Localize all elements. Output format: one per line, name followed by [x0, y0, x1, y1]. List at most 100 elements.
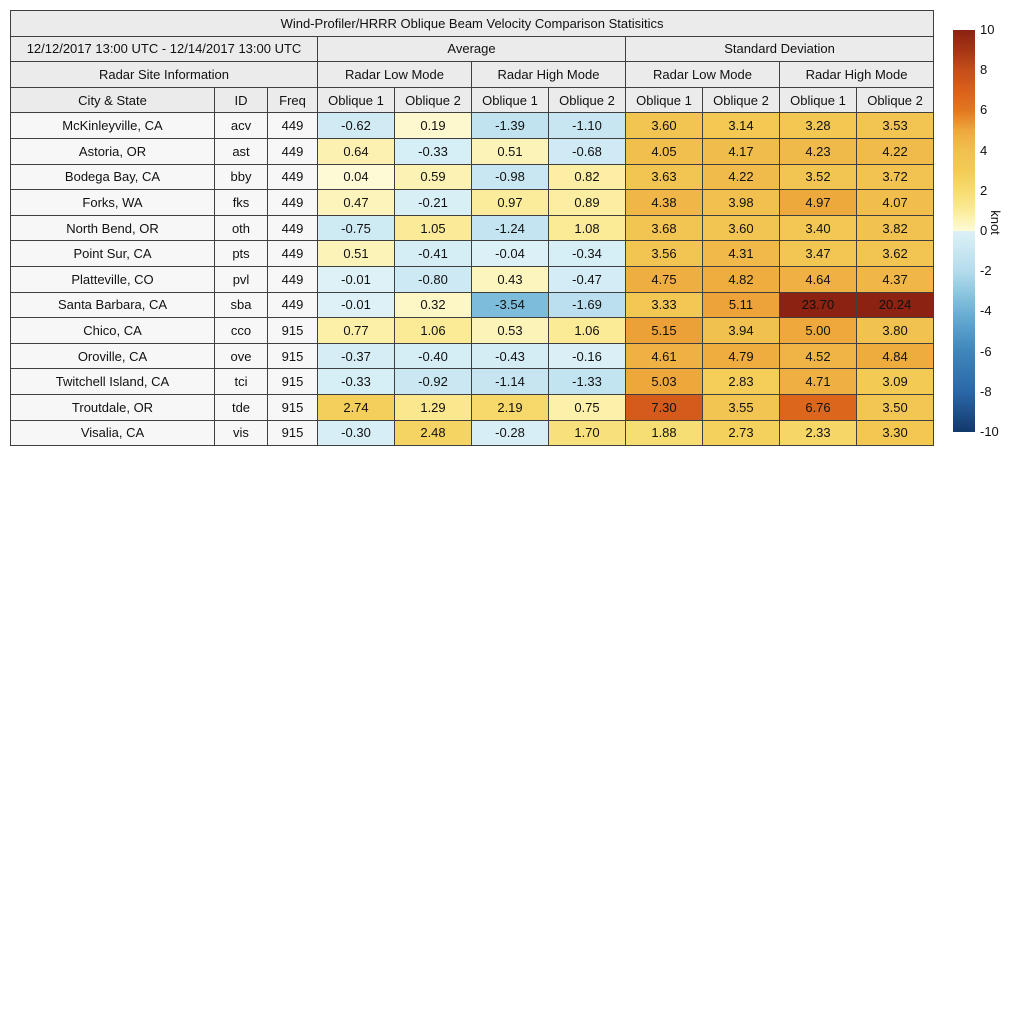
value-cell: 2.19	[471, 393, 549, 421]
table-row: Twitchell Island, CA tci 915 -0.33 -0.92 -1.1…	[10, 368, 935, 395]
freq-cell: 449	[267, 137, 318, 165]
id-cell: tci	[214, 368, 268, 395]
id-cell: vis	[214, 419, 268, 447]
value-cell: 4.22	[702, 163, 780, 191]
colorbar: 10 8 6 4 2 0 -2 -4 -6 -8 -10 knot	[953, 23, 1023, 439]
value-cell: 4.97	[779, 189, 857, 216]
value-cell: 0.59	[394, 163, 472, 191]
value-cell: 2.73	[702, 419, 780, 447]
value-cell: 23.70	[779, 291, 857, 319]
date-range: 12/12/2017 13:00 UTC - 12/14/2017 13:00 …	[10, 35, 318, 63]
value-cell: 4.64	[779, 265, 857, 293]
colorbar-tick-label: 8	[980, 62, 988, 78]
value-cell: 2.83	[702, 368, 780, 395]
value-cell: 6.76	[779, 393, 857, 421]
std-high-mode-header: Radar High Mode	[778, 61, 935, 88]
group-header-row: 12/12/2017 13:00 UTC - 12/14/2017 13:00 …	[10, 35, 935, 63]
table-row: Visalia, CA vis 915 -0.30 2.48 -0.28 1.70 1.88 2…	[10, 419, 935, 447]
value-cell: 1.08	[548, 214, 626, 242]
value-cell: -0.33	[317, 368, 395, 395]
oblique-header: Oblique 2	[855, 86, 935, 114]
value-cell: 1.05	[394, 214, 472, 242]
value-cell: 3.82	[855, 214, 935, 242]
id-cell: fks	[214, 189, 268, 216]
value-cell: -0.34	[548, 240, 626, 267]
value-cell: -0.80	[394, 265, 472, 293]
value-cell: 3.28	[779, 112, 857, 139]
value-cell: 3.68	[625, 214, 703, 242]
value-cell: 4.23	[779, 137, 857, 165]
id-cell: oth	[214, 214, 268, 242]
oblique-header: Oblique 2	[394, 86, 472, 114]
value-cell: 3.55	[702, 393, 780, 421]
oblique-header: Oblique 1	[625, 86, 703, 114]
value-cell: -0.40	[394, 342, 472, 370]
value-cell: 3.62	[855, 240, 935, 267]
value-cell: -3.54	[471, 291, 549, 319]
colorbar-tick-label: 10	[980, 22, 995, 37]
avg-low-mode-header: Radar Low Mode	[317, 61, 472, 88]
value-cell: 7.30	[625, 393, 703, 421]
value-cell: -0.75	[317, 214, 395, 242]
colorbar-tick-label: 4	[980, 142, 988, 158]
value-cell: -1.69	[548, 291, 626, 319]
id-cell: acv	[214, 112, 268, 139]
value-cell: 3.52	[779, 163, 857, 191]
value-cell: -0.37	[317, 342, 395, 370]
value-cell: 0.75	[548, 393, 626, 421]
value-cell: 3.80	[855, 317, 935, 344]
value-cell: 4.84	[855, 342, 935, 370]
table-row: Chico, CA cco 915 0.77 1.06 0.53 1.06 5.15 3.94 5…	[10, 317, 935, 344]
value-cell: -0.16	[548, 342, 626, 370]
table-row: Forks, WA fks 449 0.47 -0.21 0.97 0.89 4.38 3.98…	[10, 189, 935, 216]
id-header: ID	[214, 86, 268, 114]
value-cell: 2.33	[779, 419, 857, 447]
colorbar-tick-label: 0	[980, 223, 988, 238]
value-cell: 0.77	[317, 317, 395, 344]
city-cell: North Bend, OR	[10, 214, 215, 242]
city-cell: Bodega Bay, CA	[10, 163, 215, 191]
value-cell: 4.79	[702, 342, 780, 370]
table-row: Platteville, CO pvl 449 -0.01 -0.80 0.43 -0.47…	[10, 265, 935, 293]
value-cell: 5.11	[702, 291, 780, 319]
value-cell: 3.14	[702, 112, 780, 139]
group-average: Average	[317, 35, 626, 63]
colorbar-tick-label: 6	[980, 102, 988, 118]
value-cell: 4.17	[702, 137, 780, 165]
value-cell: 1.88	[625, 419, 703, 447]
mode-header-row: Radar Site Information Radar Low Mode Ra…	[10, 61, 935, 88]
id-cell: ast	[214, 137, 268, 165]
freq-cell: 915	[267, 393, 318, 421]
city-cell: Astoria, OR	[10, 137, 215, 165]
value-cell: -0.33	[394, 137, 472, 165]
value-cell: 0.32	[394, 291, 472, 319]
value-cell: 4.37	[855, 265, 935, 293]
value-cell: 5.00	[779, 317, 857, 344]
colorbar-tick-label: -8	[980, 383, 992, 399]
value-cell: -0.62	[317, 112, 395, 139]
value-cell: -1.14	[471, 368, 549, 395]
value-cell: 4.52	[779, 342, 857, 370]
value-cell: -0.28	[471, 419, 549, 447]
value-cell: -0.21	[394, 189, 472, 216]
value-cell: 3.09	[855, 368, 935, 395]
value-cell: 4.05	[625, 137, 703, 165]
city-cell: Point Sur, CA	[10, 240, 215, 267]
id-cell: sba	[214, 291, 268, 319]
value-cell: 0.43	[471, 265, 549, 293]
oblique-header: Oblique 1	[317, 86, 395, 114]
value-cell: 0.64	[317, 137, 395, 165]
value-cell: 3.60	[625, 112, 703, 139]
id-cell: tde	[214, 393, 268, 421]
city-cell: McKinleyville, CA	[10, 112, 215, 139]
freq-cell: 449	[267, 240, 318, 267]
value-cell: 20.24	[855, 291, 935, 319]
colorbar-tick-label: -4	[980, 303, 992, 319]
table-row: Santa Barbara, CA sba 449 -0.01 0.32 -3.54 -1.…	[10, 291, 935, 319]
city-cell: Visalia, CA	[10, 419, 215, 447]
value-cell: 1.06	[394, 317, 472, 344]
value-cell: -0.01	[317, 265, 395, 293]
freq-cell: 449	[267, 189, 318, 216]
table-row: McKinleyville, CA acv 449 -0.62 0.19 -1.39 -1.…	[10, 112, 935, 139]
